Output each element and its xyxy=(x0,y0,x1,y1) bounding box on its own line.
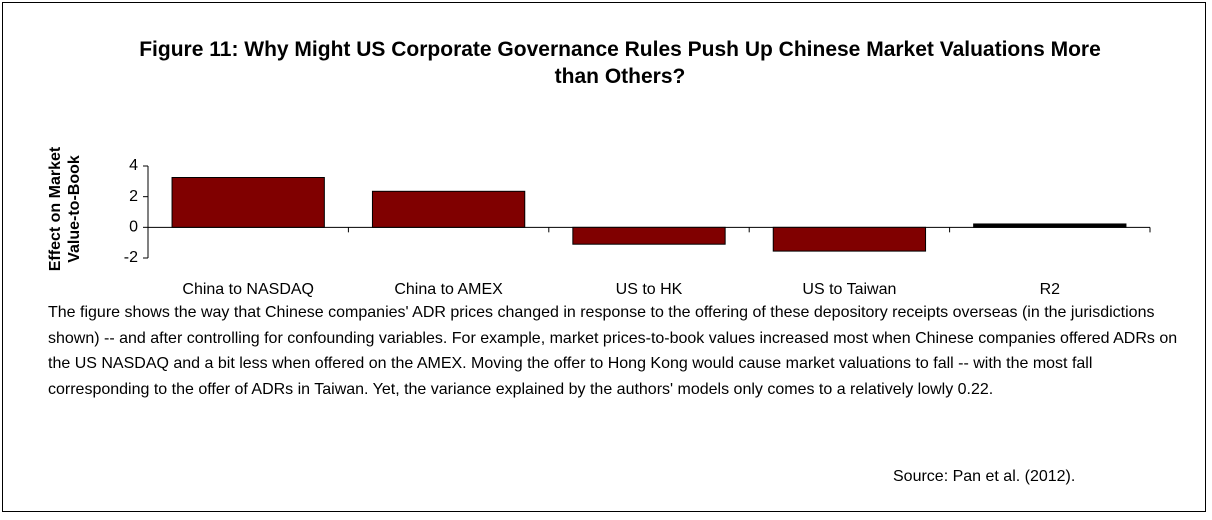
bar xyxy=(371,190,526,228)
bar xyxy=(171,177,325,228)
chart-title: Figure 11: Why Might US Corporate Govern… xyxy=(139,38,1101,88)
y-tick-label: 0 xyxy=(129,219,138,236)
bar xyxy=(572,226,726,245)
source: Source: Pan et al. (2012). xyxy=(893,468,1076,485)
x-tick-label: US to HK xyxy=(616,281,683,298)
y-tick-label: 4 xyxy=(129,157,138,174)
y-axis-label: Effect on Market Value-to-Book xyxy=(47,146,83,272)
bar xyxy=(772,226,927,252)
x-tick-label: R2 xyxy=(1040,281,1061,298)
frame xyxy=(2,2,1206,512)
x-tick-label: China to AMEX xyxy=(394,281,503,298)
y-tick-label: 2 xyxy=(129,188,138,205)
x-tick-label: China to NASDAQ xyxy=(182,281,314,298)
y-tick-label: -2 xyxy=(124,249,138,266)
x-tick-label: US to Taiwan xyxy=(802,281,896,298)
caption: The figure shows the way that Chinese co… xyxy=(48,304,1178,398)
bar xyxy=(973,223,1127,228)
